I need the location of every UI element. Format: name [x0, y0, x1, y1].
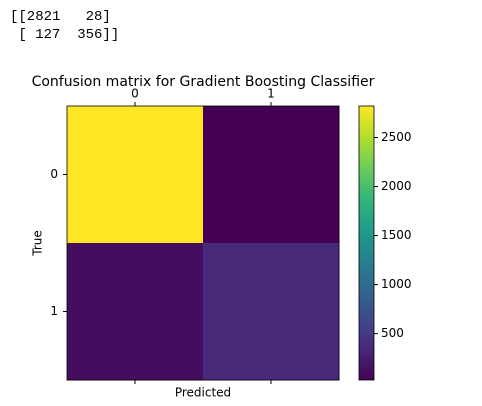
y-axis-label: True — [31, 230, 45, 257]
plot-frame — [66, 105, 340, 381]
y-tick-label: 1 — [50, 304, 58, 318]
colorbar-tick-label: 1500 — [381, 228, 412, 242]
colorbar-tick-label: 500 — [381, 326, 404, 340]
heatmap-cell — [67, 243, 204, 381]
x-axis-label: Predicted — [175, 386, 231, 400]
colorbar-tick-label: 2000 — [381, 179, 412, 193]
y-tick-label: 0 — [50, 167, 58, 181]
console-line: [[2821 28] — [10, 9, 111, 25]
colorbar-tick-label: 1000 — [381, 277, 412, 291]
heatmap-cell — [203, 106, 340, 244]
colorbar-tick-label: 2500 — [381, 130, 412, 144]
console-line: [ 127 356]] — [10, 27, 120, 43]
colorbar — [358, 105, 375, 381]
console-output: [[2821 28] [ 127 356]] — [10, 8, 119, 44]
chart-title: Confusion matrix for Gradient Boosting C… — [32, 74, 375, 90]
x-tick-label: 0 — [131, 87, 139, 101]
heatmap-cell — [67, 106, 204, 244]
x-tick-label: 1 — [267, 87, 275, 101]
heatmap-cell — [203, 243, 340, 381]
